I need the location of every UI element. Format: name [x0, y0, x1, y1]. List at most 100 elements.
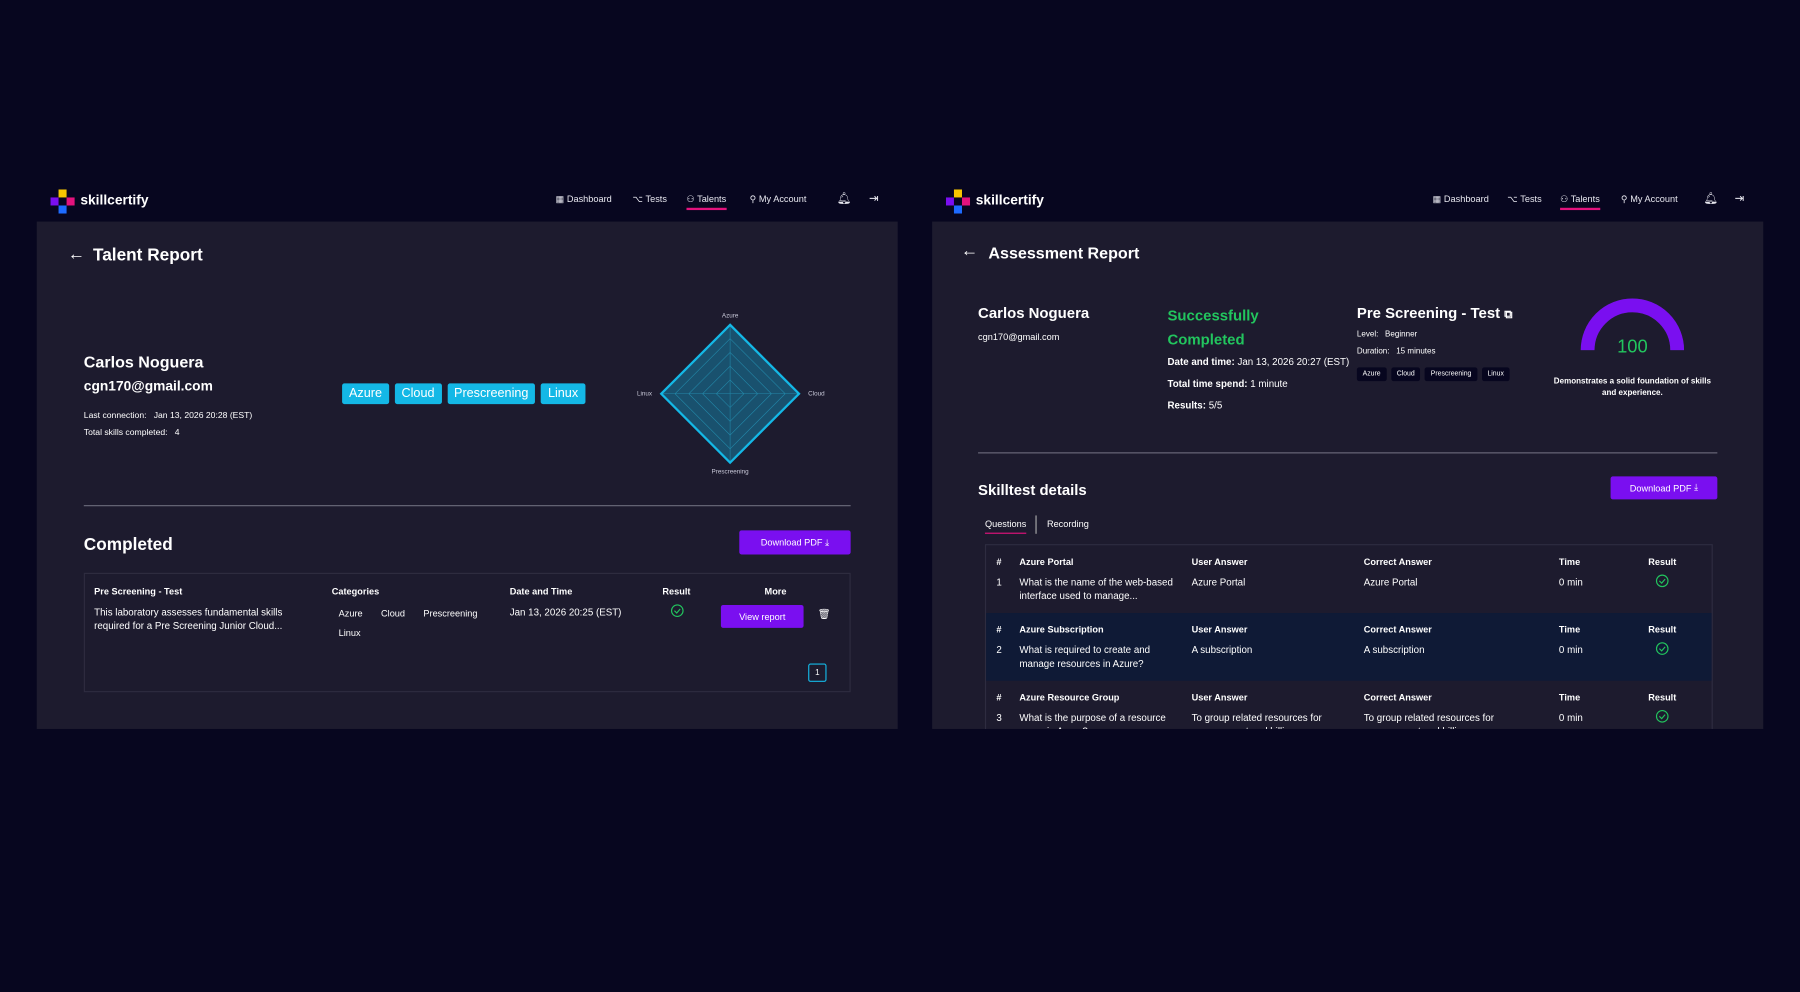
td: Azure Portal [1191, 576, 1246, 588]
th: # [996, 624, 1002, 635]
th: Time [1558, 624, 1581, 635]
logo-text: skillcertify [975, 191, 1044, 208]
nav-talents[interactable]: ⚇ Talents [686, 194, 727, 211]
td: A subscription [1363, 644, 1425, 656]
tick [1658, 578, 1666, 585]
tag: Cloud [394, 383, 442, 405]
detail-label: Total time spend: [1167, 377, 1248, 390]
gauge: 100 [1580, 298, 1685, 357]
th: Azure Subscription [1019, 624, 1104, 635]
th: Correct Answer [1363, 624, 1432, 635]
nav-dashboard[interactable]: ▦ Dashboard [1432, 194, 1489, 205]
nav-tests[interactable]: ⌥ Tests [1507, 194, 1542, 205]
check-icon [1655, 642, 1669, 655]
check-icon [670, 604, 684, 618]
nav-talents[interactable]: ⚇ Talents [1560, 194, 1600, 211]
th: User Answer [1191, 624, 1248, 635]
label: Download PDF [760, 537, 823, 548]
td: 1 [996, 576, 1002, 588]
radar-label: Cloud [808, 390, 825, 397]
td: 2 [996, 644, 1002, 656]
nav-dashboard[interactable]: ▦ Dashboard [555, 194, 612, 205]
logout-icon[interactable]: ⇥ [869, 192, 879, 206]
radar-area [659, 323, 801, 465]
tick [1658, 714, 1666, 720]
divider [978, 452, 1718, 454]
logo-icon [50, 189, 75, 214]
back-arrow[interactable]: ← [960, 241, 979, 261]
tags: Azure Cloud Prescreening Linux [1356, 367, 1510, 382]
detail-label: Date and time: [1167, 355, 1235, 368]
tag: Prescreening [447, 383, 536, 405]
nav-account[interactable]: ⚲ My Account [1620, 194, 1678, 205]
detail-value: 5/5 [1208, 399, 1223, 411]
th: Correct Answer [1363, 692, 1432, 703]
date: Jan 13, 2026 20:25 (EST) [509, 606, 622, 618]
tag: Prescreening [1425, 367, 1478, 382]
nav-tests[interactable]: ⌥ Tests [632, 194, 667, 205]
nav-label: Dashboard [1443, 194, 1489, 205]
category: Cloud [381, 608, 406, 619]
label: Last connection: [83, 409, 147, 421]
tab-recording[interactable]: Recording [1046, 518, 1089, 530]
detail: Date and time: Jan 13, 2026 20:27 (EST) [1167, 355, 1351, 369]
nav-label: My Account [1630, 194, 1678, 205]
bell-icon[interactable]: 🔔︎ [1703, 192, 1719, 206]
radar-chart: Azure Cloud Prescreening Linux [637, 312, 825, 475]
view-report-button[interactable]: View report [720, 604, 804, 628]
details: Date and time: Jan 13, 2026 20:27 (EST) T… [1167, 355, 1351, 420]
td: Azure Portal [1363, 576, 1418, 588]
radar-label: Prescreening [712, 468, 750, 475]
detail-value: Jan 13, 2026 20:27 (EST) [1237, 355, 1350, 368]
th: Time [1558, 556, 1581, 568]
label: Pre Screening - Test [1356, 304, 1501, 322]
td: 0 min [1558, 711, 1583, 724]
tag: Azure [1356, 367, 1387, 382]
logout-icon[interactable]: ⇥ [1734, 192, 1745, 206]
nav-label: Talents [1570, 194, 1600, 205]
td: To group related resources for managemen… [1191, 711, 1322, 729]
talent-report-panel: ← Talent Report Carlos Noguera cgn170@gm… [36, 221, 898, 729]
logo-text: skillcertify [80, 191, 149, 208]
th: Azure Portal [1019, 556, 1074, 568]
nav-label: Talents [697, 194, 727, 205]
check-icon [1655, 710, 1669, 723]
section-title: Completed [83, 534, 173, 555]
divider [83, 505, 851, 507]
download-button[interactable]: Download PDF ⤓ [739, 530, 851, 555]
external-icon[interactable]: ⧉ [1504, 308, 1513, 322]
tab-questions[interactable]: Questions [984, 519, 1027, 534]
td: What is the purpose of a resource group … [1019, 711, 1166, 729]
skills-completed: Total skills completed: 4 [84, 427, 180, 437]
back-arrow[interactable]: ← [67, 244, 85, 265]
td: What is the name of the web-based interf… [1019, 576, 1173, 602]
radar-label: Azure [722, 312, 739, 319]
label: Level: [1356, 330, 1379, 339]
name: Carlos Noguera [83, 352, 204, 371]
page-button[interactable]: 1 [808, 663, 827, 682]
circle [1655, 642, 1669, 655]
gauge-caption: Demonstrates a solid foundation of skill… [1553, 377, 1711, 398]
download-button[interactable]: Download PDF ⤓ [1610, 476, 1718, 500]
nav-account[interactable]: ⚲ My Account [749, 194, 807, 205]
question-row: # Azure Resource Group User Answer Correct … [986, 681, 1712, 729]
label: Total skills completed: [83, 427, 168, 438]
radar-label: Linux [637, 390, 653, 397]
status: Successfully Completed [1167, 306, 1259, 348]
category: Linux [338, 627, 361, 639]
section-title: Skilltest details [978, 480, 1087, 499]
question-row: # Azure Portal User Answer Correct Answer Ti… [996, 556, 1677, 602]
category: Azure [338, 608, 363, 619]
detail-label: Results: [1167, 399, 1206, 411]
label: Duration: [1356, 347, 1390, 356]
bell-icon[interactable]: 🔔︎ [836, 192, 852, 206]
logo-icon [945, 189, 971, 214]
delete-icon[interactable]: 🗑︎ [817, 608, 831, 620]
nav-label: Tests [645, 194, 667, 205]
td: 3 [996, 711, 1002, 724]
th: # [996, 692, 1002, 703]
description: This laboratory assesses fundamental ski… [94, 606, 283, 632]
value: 15 minutes [1396, 347, 1436, 356]
